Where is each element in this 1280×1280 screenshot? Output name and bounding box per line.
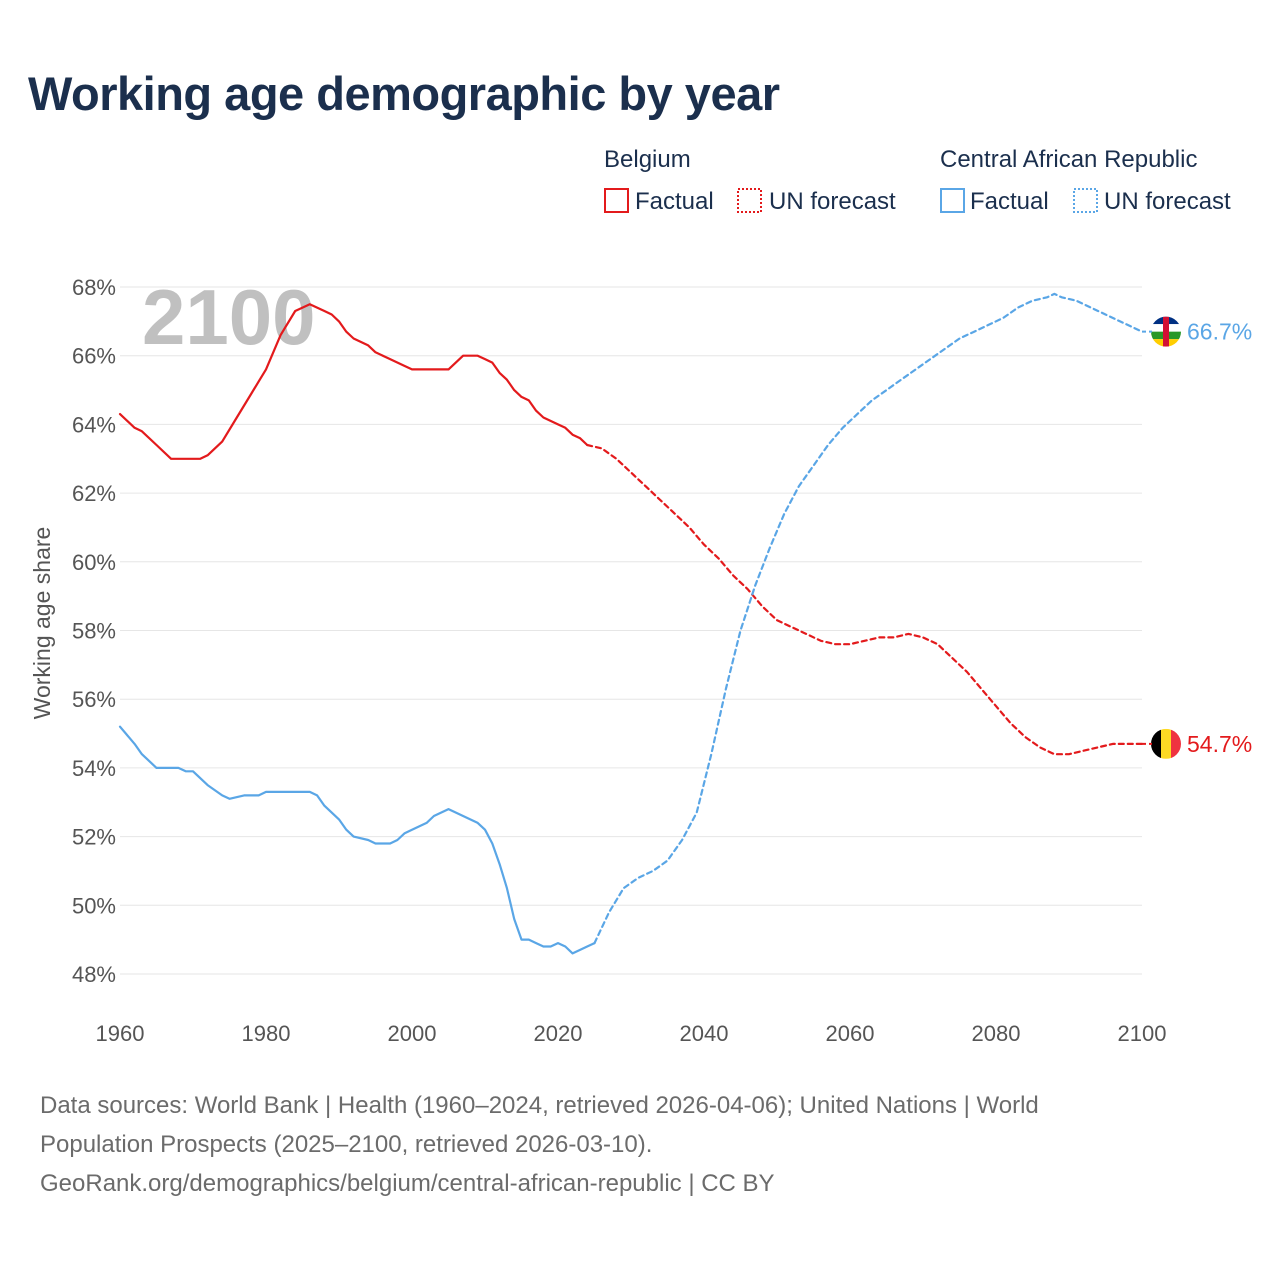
legend-label-belgium-factual[interactable]: Factual (635, 188, 714, 215)
legend-label-car-forecast[interactable]: UN forecast (1104, 188, 1231, 215)
flag-stripe-black (1151, 728, 1161, 759)
x-axis-ticks: 1960 1980 2000 2020 2040 2060 2080 2100 (96, 1021, 1167, 1046)
x-tick-label: 1980 (242, 1021, 291, 1046)
footer-line-2: Population Prospects (2025–2100, retriev… (40, 1131, 653, 1158)
series-line-belgium-factual[interactable] (118, 303, 589, 460)
legend-swatch-belgium-forecast[interactable] (737, 188, 762, 213)
footer-line-1: Data sources: World Bank | Health (1960–… (40, 1092, 1039, 1119)
flag-stripe-red-vertical (1163, 316, 1169, 347)
x-tick-label: 2000 (388, 1021, 437, 1046)
x-tick-label: 2020 (534, 1021, 583, 1046)
y-axis-label: Working age share (29, 527, 55, 720)
series-line-car-forecast[interactable] (593, 292, 1144, 945)
chart-title: Working age demographic by year (28, 67, 780, 120)
belgium-flag-stripes (1151, 728, 1181, 759)
footer-line-3[interactable]: GeoRank.org/demographics/belgium/central… (40, 1170, 775, 1197)
y-axis-ticks: 48% 50% 52% 54% 56% 58% 60% 62% 64% 66% 68% (72, 275, 116, 987)
series-lines (118, 292, 1144, 955)
year-display: 2100 (142, 273, 316, 361)
y-tick-label: 54% (72, 756, 116, 781)
end-value-belgium: 54.7% (1187, 731, 1252, 757)
legend-swatch-belgium-factual[interactable] (604, 188, 629, 213)
y-tick-label: 60% (72, 550, 116, 575)
legend: Belgium Factual UN forecast Central Afri… (604, 146, 1231, 215)
legend-swatch-car-factual[interactable] (940, 188, 965, 213)
x-tick-label: 2080 (972, 1021, 1021, 1046)
y-tick-label: 56% (72, 687, 116, 712)
end-value-car: 66.7% (1187, 319, 1252, 345)
x-tick-label: 2100 (1118, 1021, 1167, 1046)
y-tick-label: 62% (72, 481, 116, 506)
x-tick-label: 1960 (96, 1021, 145, 1046)
legend-swatch-car-forecast[interactable] (1073, 188, 1098, 213)
grid-lines (120, 286, 1142, 975)
car-flag-stripes (1151, 316, 1181, 347)
flag-stripe-yellow (1161, 728, 1171, 759)
legend-label-belgium-forecast[interactable]: UN forecast (769, 188, 896, 215)
series-line-belgium-forecast[interactable] (586, 443, 1144, 756)
legend-group-belgium: Belgium (604, 146, 691, 173)
footer-sources: Data sources: World Bank | Health (1960–… (40, 1086, 1250, 1203)
y-tick-label: 52% (72, 825, 116, 850)
y-tick-label: 50% (72, 893, 116, 918)
legend-group-car: Central African Republic (940, 146, 1197, 173)
y-tick-label: 64% (72, 412, 116, 437)
series-line-car-factual[interactable] (118, 725, 596, 955)
x-tick-label: 2060 (826, 1021, 875, 1046)
flag-stripe-red (1171, 728, 1181, 759)
y-tick-label: 66% (72, 344, 116, 369)
y-tick-label: 68% (72, 275, 116, 300)
end-marker-belgium: 54.7% (1142, 728, 1252, 759)
belgium-flag-icon (1151, 728, 1181, 759)
legend-label-car-factual[interactable]: Factual (970, 188, 1049, 215)
central-african-republic-flag-icon (1151, 316, 1181, 347)
end-marker-car: 66.7% (1142, 316, 1252, 347)
y-tick-label: 58% (72, 619, 116, 644)
x-tick-label: 2040 (680, 1021, 729, 1046)
y-tick-label: 48% (72, 962, 116, 987)
